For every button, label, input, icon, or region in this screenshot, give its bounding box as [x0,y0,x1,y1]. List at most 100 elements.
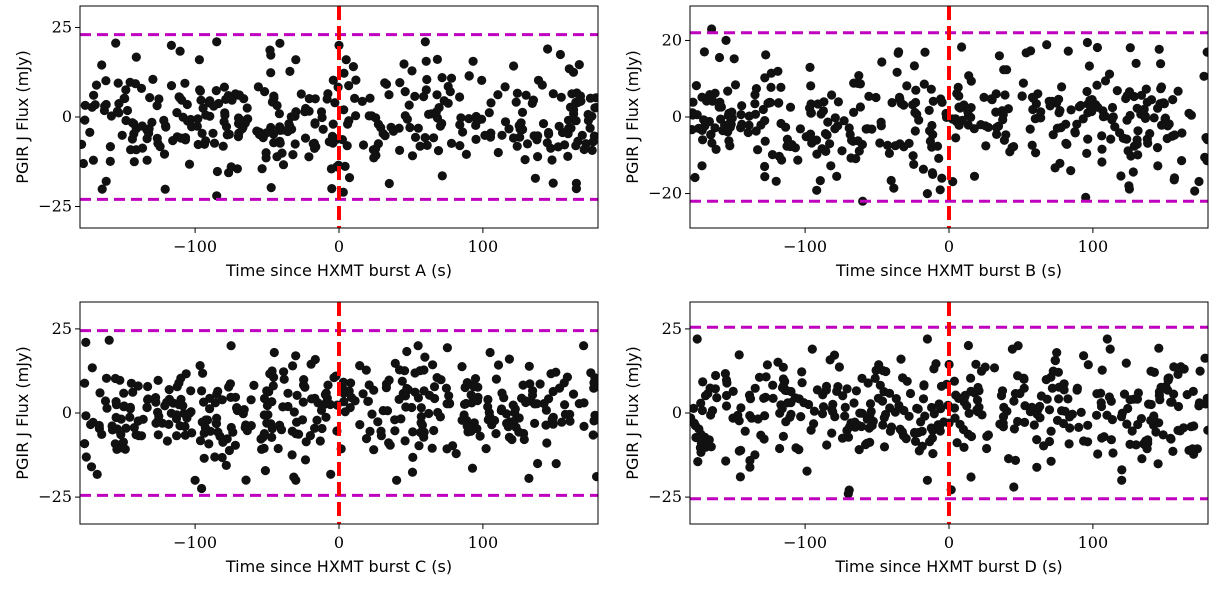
data-point [199,397,209,407]
data-point [278,160,289,170]
data-point [876,117,886,127]
data-point [254,129,265,140]
data-point [834,362,844,372]
data-point [373,119,383,129]
data-point [994,51,1004,61]
data-point [395,78,405,88]
data-point [405,122,415,133]
data-point [81,411,91,421]
data-point [851,386,861,396]
data-point [315,436,325,446]
data-point [444,391,454,401]
data-point [1035,401,1045,411]
data-point [267,424,277,434]
data-point [114,108,124,118]
data-point [143,395,153,405]
y-tick-label: −25 [38,487,72,506]
data-point [357,96,367,106]
data-point [532,399,542,409]
data-point [475,431,485,441]
data-point [86,462,97,472]
data-point [1092,80,1102,90]
data-point [1032,462,1042,472]
data-point [1029,420,1039,430]
data-point [1108,112,1118,122]
data-point [443,98,453,108]
data-point [519,434,529,445]
data-point [380,78,390,88]
data-point [997,106,1007,116]
data-point [209,101,219,111]
data-point [999,65,1009,75]
data-point [957,393,967,403]
data-point [778,381,788,391]
data-point [508,400,518,410]
data-point [895,424,905,434]
data-point [1084,61,1094,71]
data-point [590,410,598,420]
data-point [225,379,235,389]
data-point [884,388,895,398]
data-point [699,47,709,57]
data-point [463,427,473,437]
data-point [1017,91,1027,101]
data-point [117,130,127,140]
data-point [1074,422,1084,432]
data-point [222,130,232,140]
data-point [785,412,795,422]
data-point [242,426,252,436]
data-point [797,367,807,377]
data-point [471,134,481,144]
data-point [226,162,236,172]
data-point [1028,104,1038,115]
data-point [174,400,184,410]
data-point [745,462,755,472]
data-point [97,60,107,70]
data-point [533,75,544,85]
data-point [446,73,457,83]
data-point [458,127,468,137]
x-tick-label: 100 [1078,533,1109,552]
data-point [220,108,230,118]
data-point [122,105,133,116]
data-point [895,139,905,149]
data-point [266,68,276,78]
data-point [909,61,919,71]
data-point [750,99,760,109]
data-point [365,93,375,103]
data-point [330,98,340,108]
data-point [338,377,348,387]
data-point [871,92,881,103]
data-point [864,91,874,101]
data-point [890,407,900,417]
data-point [291,351,301,361]
data-point [775,443,785,454]
data-point [172,132,182,142]
data-point [778,431,788,441]
data-point [1100,76,1111,86]
data-point [100,396,111,406]
data-point [512,141,522,151]
data-point [486,98,496,108]
data-point [696,398,706,408]
data-point [210,398,220,408]
data-point [955,103,965,113]
data-point [870,373,880,383]
data-point [164,385,174,395]
data-point [818,402,829,412]
data-point [877,396,888,406]
data-point [989,363,1000,373]
data-point [1000,90,1010,100]
data-point [273,443,283,454]
data-point [199,453,209,463]
data-point [574,399,584,409]
scatter-panel-burst-c: −100 0 100 −25 0 25 Time since HXMT burst C (s… [13,301,599,576]
data-point [982,431,992,441]
data-point [1025,124,1035,134]
data-point [213,427,223,437]
data-point [491,374,501,384]
data-point [548,89,558,99]
data-point [886,175,896,186]
data-point [113,78,123,88]
data-point [234,128,244,138]
